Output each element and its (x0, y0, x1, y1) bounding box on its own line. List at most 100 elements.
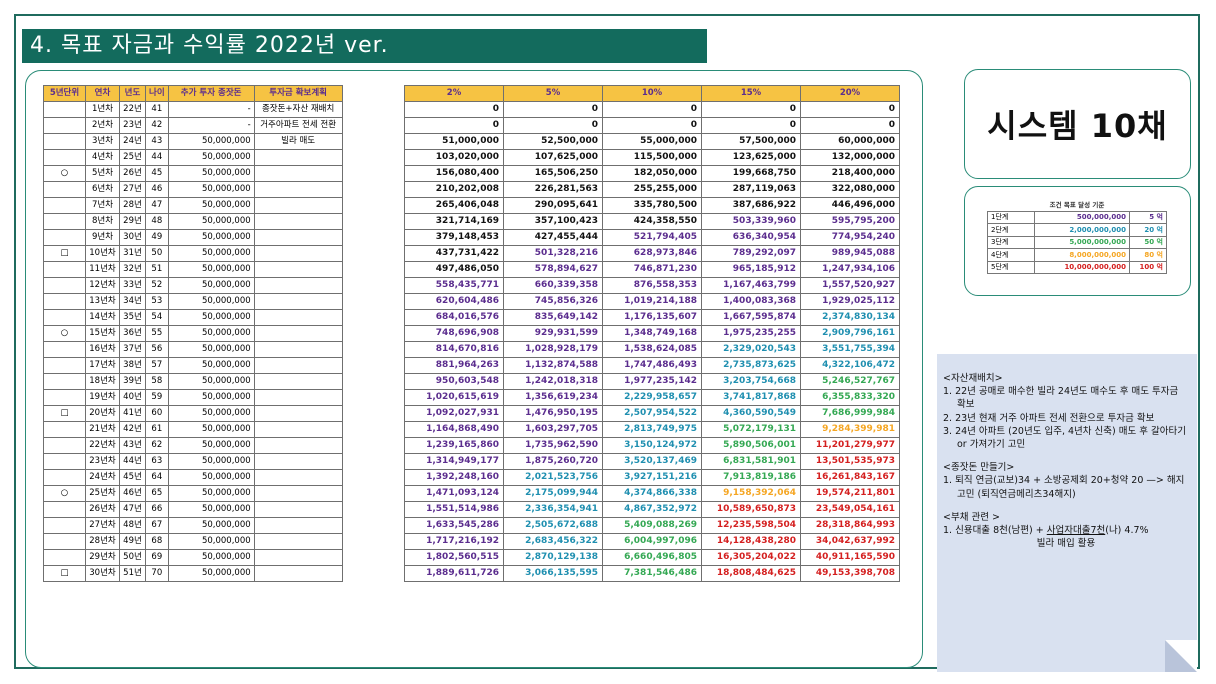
cell-year_no: 12년차 (85, 277, 120, 294)
cell-value: 684,016,576 (404, 309, 504, 326)
returns-table: 2% 5% 10% 15% 20% 0 0 0 0 0 0 0 0 0 0 51,000,000 52,500… (404, 85, 900, 582)
cell-add: - (167, 101, 255, 118)
cell-plan (253, 357, 343, 374)
cell-value: 290,095,641 (503, 197, 603, 214)
cell-value: 7,913,819,186 (701, 469, 801, 486)
cell-add: 50,000,000 (167, 309, 255, 326)
goal-short: 5 억 (1129, 210, 1167, 224)
cell-yr: 35년 (119, 309, 146, 326)
cell-value: 3,520,137,469 (602, 453, 702, 470)
cell-add: 50,000,000 (167, 565, 255, 582)
table-row: 28년차 49년 68 50,000,000 (43, 533, 343, 550)
cell-value: 774,954,240 (800, 229, 900, 246)
cell-value: 4,867,352,972 (602, 501, 702, 518)
cell-plan (253, 277, 343, 294)
cell-year_no: 14년차 (85, 309, 120, 326)
table-row: 1,164,868,490 1,603,297,705 2,813,749,975 5… (404, 421, 900, 438)
cell-plan (253, 165, 343, 182)
cell-add: 50,000,000 (167, 373, 255, 390)
cell-year_no: 7년차 (85, 197, 120, 214)
table-row: 881,964,263 1,132,874,588 1,747,486,493 2,7… (404, 357, 900, 374)
rate-col-header: 5% (503, 85, 603, 102)
cell-value: 1,538,624,085 (602, 341, 702, 358)
table-row: ○ 25년차 46년 65 50,000,000 (43, 485, 343, 502)
cell-mark: □ (43, 245, 86, 262)
note-debt-line: 1. 신용대출 8천(남편) + 사업자대출7천(나) 4.7% (943, 524, 1189, 537)
table-row: 1,020,615,619 1,356,619,234 2,229,958,657 3… (404, 389, 900, 406)
cell-mark (43, 133, 86, 150)
cell-value: 1,020,615,619 (404, 389, 504, 406)
cell-value: 0 (503, 101, 603, 118)
left-col-header: 년도 (119, 85, 146, 102)
cell-value: 628,973,846 (602, 245, 702, 262)
cell-mark (43, 389, 86, 406)
cell-yr: 22년 (119, 101, 146, 118)
cell-yr: 45년 (119, 469, 146, 486)
goal-short: 20 억 (1129, 223, 1167, 237)
cell-plan (253, 181, 343, 198)
cell-plan (253, 373, 343, 390)
cell-yr: 36년 (119, 325, 146, 342)
cell-value: 3,551,755,394 (800, 341, 900, 358)
cell-age: 51 (145, 261, 169, 278)
cell-value: 881,964,263 (404, 357, 504, 374)
cell-value: 748,696,908 (404, 325, 504, 342)
cell-value: 1,247,934,106 (800, 261, 900, 278)
cell-add: 50,000,000 (167, 533, 255, 550)
table-row: 29년차 50년 69 50,000,000 (43, 549, 343, 566)
cell-mark (43, 357, 86, 374)
cell-yr: 44년 (119, 453, 146, 470)
table-row: □ 20년차 41년 60 50,000,000 (43, 405, 343, 422)
cell-value: 0 (404, 101, 504, 118)
cell-value: 322,080,000 (800, 181, 900, 198)
cell-yr: 41년 (119, 405, 146, 422)
cell-value: 989,945,088 (800, 245, 900, 262)
cell-year_no: 9년차 (85, 229, 120, 246)
cell-age: 49 (145, 229, 169, 246)
cell-value: 0 (800, 117, 900, 134)
cell-value: 2,374,830,134 (800, 309, 900, 326)
goal-row: 5단계 10,000,000,000 100 억 (987, 260, 1167, 274)
cell-age: 70 (145, 565, 169, 582)
cell-year_no: 22년차 (85, 437, 120, 454)
cell-add: 50,000,000 (167, 357, 255, 374)
goal-short: 50 억 (1129, 235, 1167, 249)
left-col-header: 추가 투자 종잣돈 (167, 85, 255, 102)
cell-value: 3,203,754,668 (701, 373, 801, 390)
cell-value: 1,929,025,112 (800, 293, 900, 310)
cell-value: 1,603,297,705 (503, 421, 603, 438)
cell-year_no: 11년차 (85, 261, 120, 278)
cell-value: 1,667,595,874 (701, 309, 801, 326)
goal-stage: 1단계 (987, 210, 1035, 224)
cell-plan (253, 421, 343, 438)
cell-add: 50,000,000 (167, 389, 255, 406)
cell-value: 501,328,216 (503, 245, 603, 262)
cell-value: 3,741,817,868 (701, 389, 801, 406)
cell-age: 68 (145, 533, 169, 550)
table-row: 558,435,771 660,339,358 876,558,353 1,167,4… (404, 277, 900, 294)
cell-value: 0 (701, 117, 801, 134)
cell-mark (43, 149, 86, 166)
cell-age: 66 (145, 501, 169, 518)
cell-value: 7,686,999,984 (800, 405, 900, 422)
table-row: 51,000,000 52,500,000 55,000,000 57,500,000… (404, 133, 900, 150)
table-row: 8년차 29년 48 50,000,000 (43, 213, 343, 230)
cell-age: 56 (145, 341, 169, 358)
cell-year_no: 17년차 (85, 357, 120, 374)
cell-value: 2,507,954,522 (602, 405, 702, 422)
cell-mark: ○ (43, 485, 86, 502)
cell-plan (253, 213, 343, 230)
cell-yr: 42년 (119, 421, 146, 438)
system-box: 시스템 10채 (964, 69, 1191, 179)
cell-value: 265,406,048 (404, 197, 504, 214)
cell-value: 13,501,535,973 (800, 453, 900, 470)
cell-value: 620,604,486 (404, 293, 504, 310)
table-row: 21년차 42년 61 50,000,000 (43, 421, 343, 438)
cell-yr: 51년 (119, 565, 146, 582)
cell-value: 427,455,444 (503, 229, 603, 246)
cell-year_no: 15년차 (85, 325, 120, 342)
cell-value: 1,092,027,931 (404, 405, 504, 422)
cell-value: 0 (602, 117, 702, 134)
cell-plan (253, 405, 343, 422)
cell-value: 51,000,000 (404, 133, 504, 150)
